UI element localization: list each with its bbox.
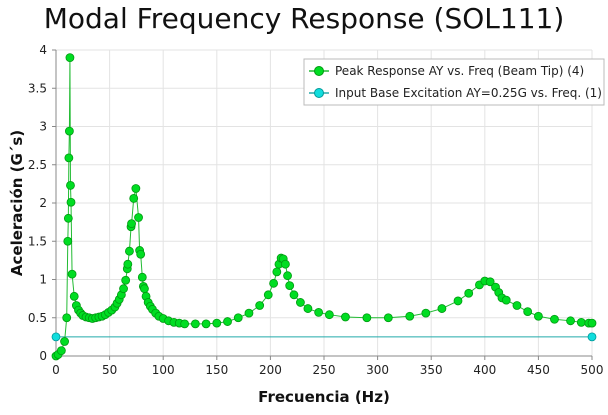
data-point: [405, 311, 415, 321]
y-tick-label: 1: [39, 273, 47, 287]
data-point: [362, 313, 372, 323]
data-point: [51, 332, 61, 342]
y-tick-label: 0: [39, 349, 47, 363]
legend-box: [303, 58, 605, 106]
data-point: [534, 311, 543, 321]
data-point: [233, 313, 243, 323]
data-point: [125, 246, 134, 256]
data-point: [136, 249, 146, 259]
data-point: [129, 194, 139, 203]
data-point: [60, 337, 69, 346]
data-point: [324, 310, 334, 320]
legend-marker-0: [314, 66, 324, 76]
data-point: [65, 53, 75, 63]
data-point: [566, 316, 575, 326]
data-point: [140, 284, 149, 294]
x-tick-label: 450: [527, 363, 550, 377]
data-point: [501, 295, 511, 305]
data-point: [303, 304, 313, 313]
y-axis-label: Aceleración (G´s): [8, 130, 26, 276]
data-point: [123, 259, 133, 269]
data-point: [66, 197, 76, 207]
legend-label-0: Peak Response AY vs. Freq (Beam Tip) (4): [335, 64, 584, 78]
data-point: [190, 319, 200, 329]
data-point: [134, 213, 143, 222]
x-tick-label: 100: [152, 363, 175, 377]
data-point: [212, 318, 222, 328]
legend-marker-1: [314, 88, 324, 98]
data-point: [69, 291, 79, 301]
data-point: [512, 301, 522, 310]
y-tick-label: 1.5: [28, 234, 47, 248]
y-tick-label: 0.5: [28, 311, 47, 325]
series-layer: [51, 53, 597, 361]
legend: Peak Response AY vs. Freq (Beam Tip) (4)…: [303, 58, 605, 106]
data-point: [63, 236, 73, 246]
x-tick-label: 250: [313, 363, 336, 377]
data-point: [587, 318, 597, 328]
data-point: [66, 181, 75, 190]
chart-title: Modal Frequency Response (SOL111): [43, 2, 565, 35]
y-tick-label: 2.5: [28, 158, 47, 172]
x-tick-label: 50: [102, 363, 117, 377]
axes: 0 50 100 150 200 250 300 350 400 450 500 0 0.5 1 1.5 2 2…: [28, 43, 604, 377]
data-point: [67, 269, 77, 279]
data-point: [223, 317, 232, 326]
data-point: [64, 153, 74, 163]
data-point: [62, 313, 72, 323]
data-point: [437, 304, 447, 313]
data-point: [201, 319, 211, 329]
y-tick-label: 4: [39, 43, 47, 57]
x-tick-label: 500: [581, 363, 604, 377]
data-point: [296, 298, 305, 307]
data-point: [255, 301, 265, 310]
x-tick-label: 0: [52, 363, 60, 377]
data-point: [341, 312, 350, 322]
data-point: [464, 288, 474, 298]
data-point: [550, 314, 559, 324]
data-point: [314, 307, 324, 317]
x-tick-label: 350: [420, 363, 443, 377]
data-point: [285, 281, 295, 291]
x-tick-label: 200: [259, 363, 282, 377]
data-point: [272, 267, 282, 277]
y-tick-label: 3.5: [28, 81, 47, 95]
data-point: [65, 126, 74, 136]
y-tick-label: 3: [39, 120, 47, 134]
data-point: [244, 308, 254, 318]
data-point: [421, 308, 431, 318]
x-tick-label: 150: [205, 363, 228, 377]
data-point: [453, 296, 463, 306]
data-point: [289, 290, 299, 300]
data-point: [119, 284, 128, 294]
data-point: [127, 219, 136, 229]
legend-label-1: Input Base Excitation AY=0.25G vs. Freq.…: [335, 86, 602, 100]
data-point: [576, 317, 586, 327]
data-point: [180, 319, 190, 329]
x-axis-label: Frecuencia (Hz): [258, 388, 390, 406]
y-tick-label: 2: [39, 196, 47, 210]
data-point: [63, 213, 73, 223]
x-tick-label: 300: [366, 363, 389, 377]
data-point: [137, 272, 147, 282]
data-point: [485, 277, 495, 287]
data-point: [121, 275, 131, 285]
data-point: [281, 259, 290, 269]
data-point: [269, 278, 279, 288]
data-point: [283, 271, 292, 281]
data-point: [263, 290, 273, 300]
data-point: [523, 307, 533, 317]
x-tick-label: 400: [473, 363, 496, 377]
data-point: [587, 332, 597, 342]
data-point: [131, 184, 141, 193]
data-point: [383, 313, 393, 323]
data-point: [56, 346, 66, 356]
